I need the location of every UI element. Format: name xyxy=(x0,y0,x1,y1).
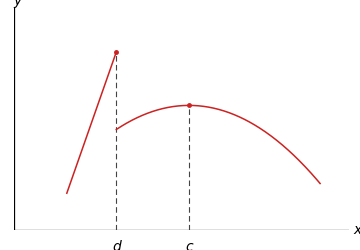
Text: x: x xyxy=(354,223,360,237)
Text: c: c xyxy=(185,240,193,250)
Text: d: d xyxy=(112,240,121,250)
Text: y: y xyxy=(13,0,22,8)
